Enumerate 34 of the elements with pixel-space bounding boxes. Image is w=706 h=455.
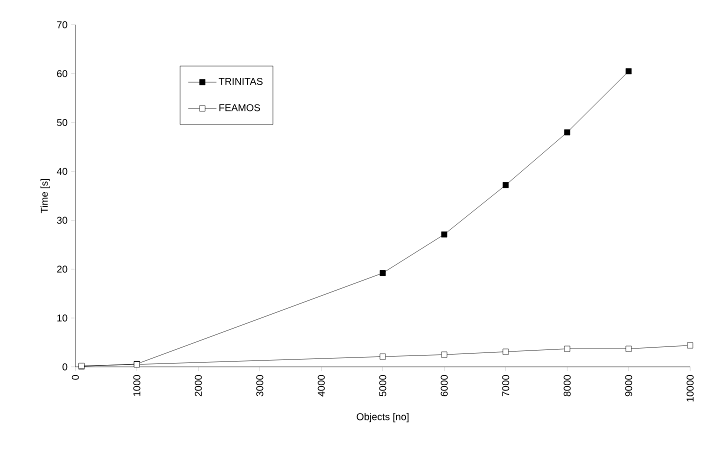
point: [564, 346, 570, 352]
x-tick-label: 4000: [318, 374, 325, 396]
x-tick-label: 1000: [133, 374, 140, 396]
y-tick-label: 60: [57, 70, 68, 78]
x-tick-label: 7000: [502, 374, 510, 396]
x-tick-label: 2000: [194, 374, 202, 396]
point: [564, 129, 570, 136]
y-tick-label: 70: [57, 21, 68, 28]
x-tick-label: 6000: [440, 374, 448, 396]
point: [502, 348, 509, 355]
point: [380, 354, 386, 360]
x-tick-label: 3000: [256, 374, 264, 396]
y-tick-label: 10: [57, 314, 68, 322]
x-tick-label: 8000: [564, 374, 571, 396]
x-tick-label: 9000: [625, 374, 632, 396]
y-tick-label: 0: [62, 363, 68, 370]
point: [441, 352, 448, 358]
x-tick-label: 5000: [379, 374, 386, 396]
point: [687, 342, 694, 348]
point: [626, 68, 632, 74]
x-tick-label: 0: [72, 374, 79, 380]
y-tick-label: 20: [57, 266, 68, 273]
y-tick-label: 40: [56, 168, 68, 175]
point: [502, 182, 509, 188]
y-tick-label: 50: [57, 118, 68, 126]
y-axis-title: Time [s]: [40, 179, 50, 214]
x-axis-title: Objects [no]: [356, 412, 408, 422]
legend-label: TRINITAS: [218, 78, 263, 85]
y-tick-label: 30: [56, 216, 68, 224]
point: [441, 231, 448, 238]
legend-label: FEAMOS: [219, 104, 260, 112]
x-tick-label: 10000: [686, 374, 694, 402]
point: [626, 346, 632, 352]
point: [380, 270, 386, 276]
